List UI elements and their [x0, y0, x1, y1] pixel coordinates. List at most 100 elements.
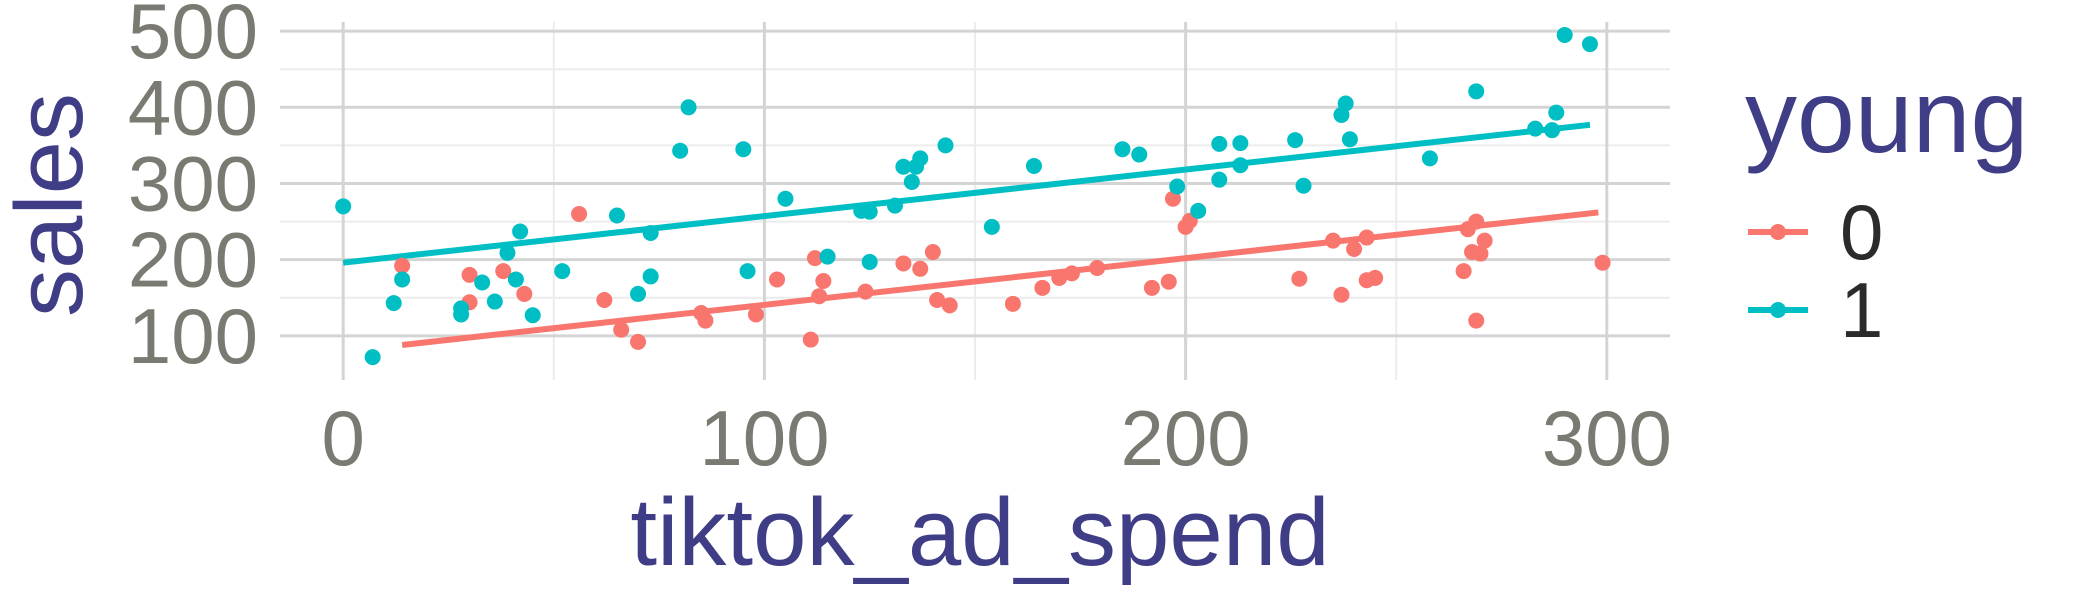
data-point-1	[630, 285, 647, 302]
data-point-1	[642, 224, 659, 241]
trend-lines	[342, 121, 1599, 348]
data-point-0	[1367, 269, 1384, 286]
data-point-1	[499, 244, 516, 261]
data-point-1	[474, 274, 491, 291]
data-point-1	[861, 203, 878, 220]
data-point-0	[1063, 265, 1080, 282]
data-point-1	[364, 349, 381, 366]
data-point-0	[924, 244, 941, 261]
data-point-0	[769, 271, 786, 288]
x-tick-label: 0	[321, 394, 364, 482]
data-point-1	[1131, 146, 1148, 163]
data-point-0	[1472, 245, 1489, 262]
data-point-1	[512, 223, 529, 240]
data-point-0	[857, 283, 874, 300]
data-point-1	[1337, 95, 1354, 112]
data-point-1	[1211, 171, 1228, 188]
data-point-0	[811, 288, 828, 305]
data-point-1	[1190, 202, 1207, 219]
data-point-0	[1164, 190, 1181, 207]
data-point-1	[524, 307, 541, 324]
data-point-1	[1544, 122, 1561, 139]
data-point-0	[1476, 232, 1493, 249]
legend-key-point-0	[1770, 224, 1786, 240]
data-point-1	[937, 137, 954, 154]
x-tick-label: 200	[1121, 394, 1251, 482]
data-point-0	[613, 321, 630, 338]
legend: young 01	[1745, 59, 2028, 354]
data-point-1	[335, 198, 352, 215]
data-point-1	[1295, 177, 1312, 194]
data-point-0	[697, 312, 714, 329]
data-point-1	[819, 248, 836, 265]
y-tick-label: 400	[128, 63, 258, 151]
data-point-0	[461, 266, 478, 283]
y-tick-label: 200	[128, 216, 258, 304]
data-point-1	[903, 173, 920, 190]
trend-line-0	[401, 209, 1599, 348]
data-point-0	[1346, 240, 1363, 257]
grid	[280, 22, 1670, 380]
data-point-1	[912, 150, 929, 167]
data-point-1	[1211, 135, 1228, 152]
data-point-0	[941, 297, 958, 314]
y-tick-label: 300	[128, 139, 258, 227]
data-point-1	[895, 158, 912, 175]
data-point-0	[1089, 260, 1106, 277]
data-point-1	[680, 99, 697, 116]
data-point-0	[1160, 273, 1177, 290]
data-point-1	[1527, 120, 1544, 137]
data-point-0	[1143, 279, 1160, 296]
data-point-1	[1341, 131, 1358, 148]
data-point-0	[1455, 263, 1472, 280]
data-point-0	[394, 257, 411, 274]
data-point-0	[802, 331, 819, 348]
data-point-1	[672, 142, 689, 159]
data-point-0	[571, 205, 588, 222]
data-point-1	[886, 197, 903, 214]
data-point-1	[394, 271, 411, 288]
data-point-1	[554, 263, 571, 280]
data-point-1	[735, 141, 752, 158]
x-axis-title: tiktok_ad_spend	[630, 479, 1329, 586]
data-point-1	[1548, 104, 1565, 121]
data-point-0	[495, 263, 512, 280]
data-point-0	[1358, 229, 1375, 246]
data-point-0	[1051, 269, 1068, 286]
data-point-1	[1556, 26, 1573, 43]
data-point-0	[1291, 270, 1308, 287]
data-point-1	[1232, 135, 1249, 152]
trend-line-1	[342, 121, 1591, 266]
data-point-1	[453, 300, 470, 317]
data-point-1	[1287, 132, 1304, 149]
data-point-0	[1004, 295, 1021, 312]
data-point-0	[1468, 213, 1485, 230]
y-tick-label: 100	[128, 292, 258, 380]
data-point-0	[1034, 279, 1051, 296]
x-tick-label: 100	[699, 394, 829, 482]
data-point-0	[596, 292, 613, 309]
data-point-1	[777, 190, 794, 207]
data-point-1	[1169, 178, 1186, 195]
data-point-1	[1421, 150, 1438, 167]
data-point-1	[385, 295, 402, 312]
y-axis-title: sales	[0, 93, 103, 317]
legend-key-point-1	[1770, 302, 1786, 318]
legend-label-1: 1	[1840, 266, 1883, 354]
data-point-0	[912, 260, 929, 277]
data-point-0	[929, 292, 946, 309]
data-point-1	[486, 293, 503, 310]
data-point-0	[747, 306, 764, 323]
x-tick-label: 300	[1542, 394, 1672, 482]
data-point-0	[630, 333, 647, 350]
data-point-1	[1468, 83, 1485, 100]
legend-title: young	[1745, 59, 2028, 175]
data-point-0	[806, 250, 823, 267]
data-point-1	[608, 207, 625, 224]
data-point-0	[1594, 254, 1611, 271]
data-points	[335, 26, 1611, 366]
data-point-1	[1581, 36, 1598, 53]
